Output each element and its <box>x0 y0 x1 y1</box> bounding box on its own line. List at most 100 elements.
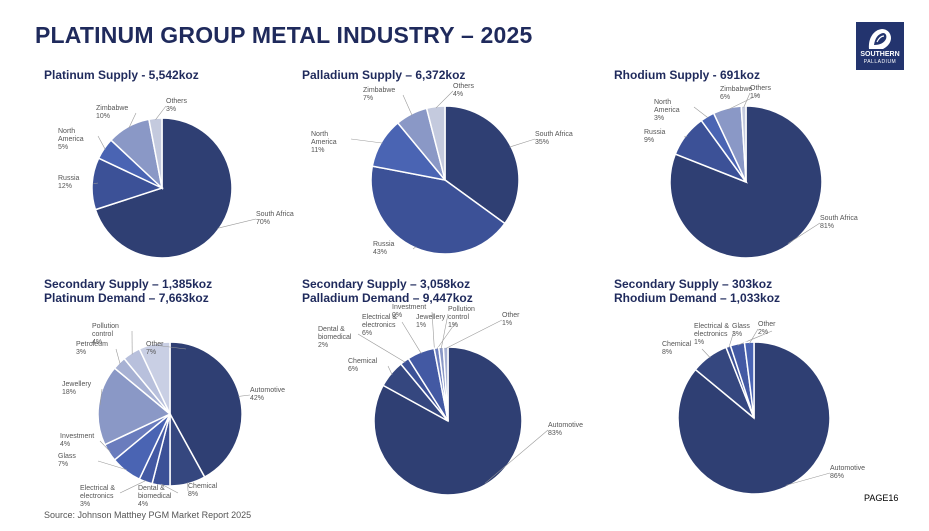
pie-slice-automotive <box>373 346 523 496</box>
palladium-supply-pie-chart: South Africa 35% Russia 43% North America 11% Z… <box>311 83 573 256</box>
pie-slice-others <box>740 105 747 183</box>
slice-label-dental-biomedical: Dental & biomedical 2% <box>318 326 352 349</box>
slice-label-pollution-control: Pollution control 1% <box>448 306 475 329</box>
slice-label-south-africa: South Africa 70% <box>256 211 294 226</box>
leader-line-others <box>155 105 167 120</box>
pie-slice-south-africa <box>669 105 823 259</box>
leader-line-jewellery <box>99 388 103 406</box>
slice-label-other: Other 7% <box>146 341 164 356</box>
leader-line-other <box>154 344 187 350</box>
leader-line-pollution-control <box>440 313 449 349</box>
palladium-demand-pie-chart: Automotive 83% Chemical 6% Dental & biomedica… <box>318 304 583 496</box>
slice-label-dental-biomedical: Dental & biomedical 4% <box>138 485 172 508</box>
slice-label-russia: Russia 43% <box>373 241 395 256</box>
slice-label-glass: Glass 3% <box>732 323 750 338</box>
slice-label-north-america: North America 3% <box>654 99 680 122</box>
leader-line-south-africa <box>217 218 257 229</box>
leader-line-electrical-electronics <box>119 480 147 494</box>
slice-label-others: Others 4% <box>453 83 475 98</box>
slice-label-zimbabwe: Zimbabwe 10% <box>96 105 128 120</box>
slice-label-automotive: Automotive 86% <box>830 465 865 480</box>
leader-line-investment <box>99 440 111 453</box>
slice-label-chemical: Chemical 8% <box>662 341 692 356</box>
leader-line-zimbabwe <box>727 93 761 111</box>
platinum-demand-pie-chart: Automotive 42% Chemical 8% Dental & biomedica… <box>58 323 285 508</box>
leader-line-others <box>743 92 751 108</box>
leader-line-electrical-electronics <box>401 321 422 354</box>
platinum-demand-title: Secondary Supply – 1,385koz Platinum Dema… <box>44 277 213 305</box>
leader-line-investment <box>431 311 435 350</box>
slice-label-south-africa: South Africa 81% <box>820 215 858 230</box>
slice-label-electrical-electronics: Electrical & electronics 1% <box>694 323 729 346</box>
pie-slice-russia <box>370 165 506 255</box>
leader-line-south-africa <box>509 138 536 148</box>
leader-line-north-america <box>97 135 106 150</box>
leader-line-jewellery <box>436 321 457 350</box>
leader-line-automotive <box>484 429 549 484</box>
slice-label-south-africa: South Africa 35% <box>535 131 573 146</box>
leader-line-dental-biomedical <box>161 483 179 494</box>
leader-line-petroleum <box>115 348 121 365</box>
logo-text-palladium: PALLADIUM <box>863 59 897 65</box>
slice-label-russia: Russia 9% <box>644 129 666 144</box>
leader-line-south-africa <box>787 222 821 244</box>
palladium-demand-title: Secondary Supply – 3,058koz Palladium Dem… <box>302 277 473 305</box>
pie-slice-jewellery <box>97 367 172 446</box>
palladium-supply-title: Palladium Supply – 6,372koz <box>302 68 466 82</box>
slice-label-others: Others 3% <box>166 98 188 113</box>
slice-label-jewellery: Jewellery 1% <box>416 314 446 329</box>
slice-label-pollution-control: Pollution control 4% <box>92 323 119 346</box>
slice-label-investment: Investment 0% <box>392 304 426 319</box>
leader-line-others <box>435 90 454 109</box>
leader-line-north-america <box>693 106 709 119</box>
leader-line-other <box>445 319 503 349</box>
slice-label-jewellery: Jewellery 18% <box>62 381 92 396</box>
pie-slice-other <box>743 341 755 419</box>
slice-label-electrical-electronics: Electrical & electronics 6% <box>362 314 397 337</box>
slice-label-chemical: Chemical 8% <box>188 483 218 498</box>
leader-line-electrical-electronics <box>728 330 735 349</box>
rhodium-supply-pie-chart: South Africa 81% Russia 9% North America 3% Zim… <box>644 85 858 259</box>
pie-slice-other <box>442 346 449 422</box>
leader-line-chemical <box>387 365 393 375</box>
slice-label-electrical-electronics: Electrical & electronics 3% <box>80 485 115 508</box>
leader-line-automotive <box>785 472 831 486</box>
slice-label-automotive: Automotive 83% <box>548 422 583 437</box>
lion-emblem-icon <box>868 29 891 49</box>
slice-label-chemical: Chemical 6% <box>348 358 378 373</box>
leader-line-north-america <box>350 138 383 144</box>
pie-slice-others <box>425 105 446 181</box>
leader-line-russia <box>412 246 417 250</box>
page-number: PAGE16 <box>864 493 899 503</box>
slice-label-others: Others 1% <box>750 85 772 100</box>
slice-label-north-america: North America 11% <box>311 131 337 154</box>
slice-label-other: Other 2% <box>758 321 776 336</box>
slice-label-zimbabwe: Zimbabwe 6% <box>720 86 752 101</box>
slice-label-investment: Investment 4% <box>60 433 94 448</box>
leader-line-zimbabwe <box>128 112 137 129</box>
source-note: Source: Johnson Matthey PGM Market Repor… <box>44 510 252 520</box>
rhodium-supply-title: Rhodium Supply - 691koz <box>614 68 761 82</box>
leader-line-glass <box>97 460 127 471</box>
leader-line-zimbabwe <box>402 94 413 116</box>
leader-line-russia <box>93 182 99 184</box>
slice-label-automotive: Automotive 42% <box>250 387 285 402</box>
leader-line-automotive <box>238 394 251 397</box>
slice-label-russia: Russia 12% <box>58 175 80 190</box>
pie-slice-others <box>148 117 163 189</box>
leader-line-russia <box>683 136 688 138</box>
company-logo: SOUTHERN PALLADIUM <box>856 22 904 70</box>
leader-line-glass <box>737 330 773 346</box>
leader-line-other <box>749 328 759 344</box>
rhodium-demand-title: Secondary Supply – 303koz Rhodium Demand … <box>614 277 781 305</box>
leader-line-chemical <box>701 348 711 358</box>
leader-line-dental-biomedical <box>357 333 406 363</box>
platinum-supply-pie-chart: South Africa 70% Russia 12% North America 5% Zi… <box>58 98 294 259</box>
logo-text-southern: SOUTHERN <box>860 51 900 58</box>
slice-label-glass: Glass 7% <box>58 453 76 468</box>
page-title: PLATINUM GROUP METAL INDUSTRY – 2025 <box>35 22 533 48</box>
rhodium-demand-pie-chart: Automotive 86% Chemical 8%Electrical & elect… <box>662 321 865 495</box>
slice-label-north-america: North America 5% <box>58 128 84 151</box>
slice-label-petroleum: Petroleum 3% <box>76 341 108 356</box>
pie-slice-other <box>138 341 171 415</box>
